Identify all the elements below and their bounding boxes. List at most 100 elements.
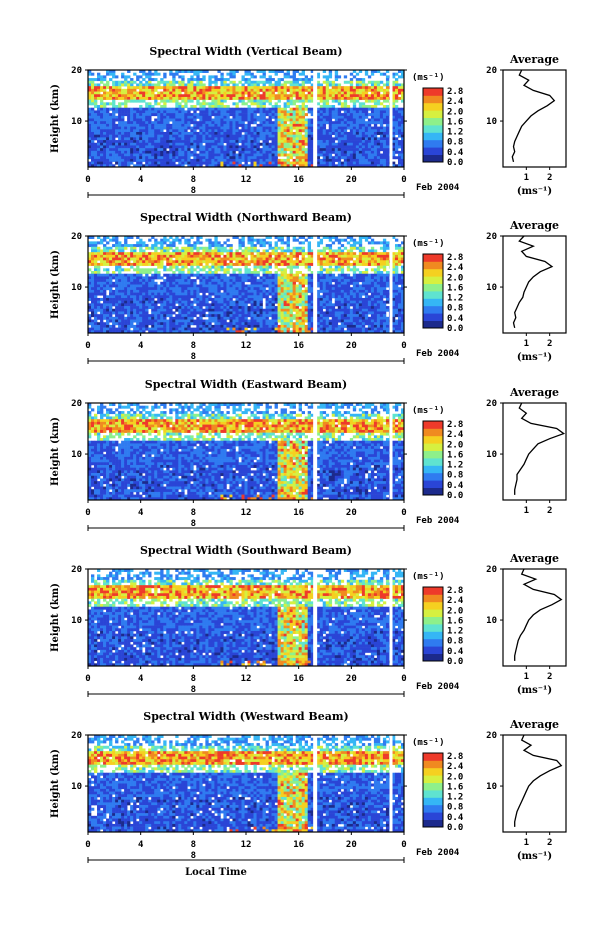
heatmap-cell [199,119,202,122]
heatmap-cell [272,124,275,127]
heatmap-cell [130,86,133,89]
heatmap-cell [281,162,284,165]
heatmap-cell [257,94,260,97]
heatmap-cell [220,274,223,277]
heatmap-cell [193,298,196,301]
heatmap-cell [260,129,263,132]
heatmap-cell [202,113,205,116]
heatmap-cell [217,132,220,135]
heatmap-cell [202,290,205,293]
heatmap-cell [335,135,338,138]
heatmap-cell [175,295,178,298]
heatmap-cell [181,295,184,298]
heatmap-cell [193,140,196,143]
heatmap-cell [229,287,232,290]
heatmap-cell [181,159,184,162]
heatmap-cell [202,102,205,105]
heatmap-cell [257,86,260,89]
heatmap-cell [359,162,362,165]
heatmap-cell [160,148,163,151]
heatmap-cell [278,78,281,81]
heatmap-cell [380,89,383,92]
heatmap-cell [359,94,362,97]
heatmap-cell [226,285,229,288]
heatmap-cell [368,94,371,97]
heatmap-cell [118,276,121,279]
heatmap-cell [202,78,205,81]
heatmap-cell [290,75,293,78]
heatmap-cell [317,75,320,78]
heatmap-cell [124,89,127,92]
heatmap-cell [317,108,320,111]
heatmap-cell [199,86,202,89]
heatmap-cell [220,266,223,269]
heatmap-cell [193,127,196,130]
heatmap-cell [169,320,172,323]
heatmap-cell [148,121,151,124]
heatmap-cell [232,73,235,76]
heatmap-cell [175,86,178,89]
heatmap-cell [380,81,383,84]
heatmap-cell [251,110,254,113]
heatmap-cell [335,110,338,113]
heatmap-cell [323,124,326,127]
heatmap-cell [166,156,169,159]
heatmap-cell [208,268,211,271]
heatmap-cell [232,127,235,130]
heatmap-cell [299,151,302,154]
heatmap-cell [302,148,305,151]
heatmap-cell [332,94,335,97]
heatmap-cell [320,127,323,130]
heatmap-cell [193,241,196,244]
heatmap-cell [208,121,211,124]
heatmap-cell [223,119,226,122]
heatmap-cell [193,311,196,314]
heatmap-cell [100,258,103,261]
heatmap-cell [329,135,332,138]
heatmap-cell [142,97,145,100]
heatmap-cell [148,252,151,255]
heatmap-cell [302,151,305,154]
heatmap-cell [124,124,127,127]
heatmap-cell [100,317,103,320]
heatmap-cell [395,78,398,81]
heatmap-cell [100,162,103,165]
heatmap-cell [139,116,142,119]
heatmap-cell [142,127,145,130]
heatmap-cell [344,162,347,165]
heatmap-cell [278,110,281,113]
heatmap-cell [136,92,139,95]
heatmap-cell [226,137,229,140]
heatmap-cell [118,271,121,274]
heatmap-cell [139,241,142,244]
heatmap-cell [335,83,338,86]
heatmap-cell [208,110,211,113]
heatmap-cell [187,239,190,242]
heatmap-cell [136,148,139,151]
heatmap-cell [287,143,290,146]
heatmap-cell [323,100,326,103]
heatmap-cell [308,162,311,165]
heatmap-cell [293,127,296,130]
heatmap-cell [151,293,154,296]
heatmap-cell [175,140,178,143]
heatmap-cell [178,276,181,279]
heatmap-cell [196,247,199,250]
heatmap-cell [335,159,338,162]
heatmap-cell [287,132,290,135]
heatmap-cell [184,132,187,135]
heatmap-cell [278,83,281,86]
heatmap-cell [103,135,106,138]
heatmap-cell [136,268,139,271]
heatmap-cell [266,162,269,165]
heatmap-cell [163,239,166,242]
heatmap-cell [121,298,124,301]
heatmap-cell [118,303,121,306]
heatmap-cell [190,119,193,122]
heatmap-cell [238,145,241,148]
heatmap-cell [232,325,235,328]
heatmap-cell [296,132,299,135]
heatmap-cell [266,113,269,116]
heatmap-cell [350,162,353,165]
heatmap-cell [275,73,278,76]
